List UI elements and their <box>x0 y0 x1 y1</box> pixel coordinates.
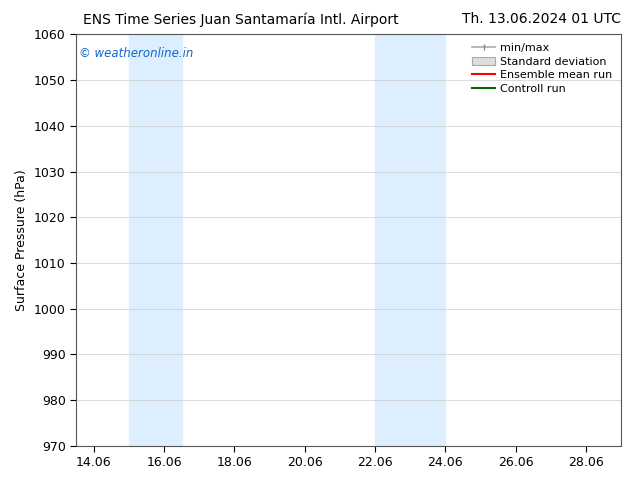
Text: ENS Time Series Juan Santamaría Intl. Airport: ENS Time Series Juan Santamaría Intl. Ai… <box>83 12 399 27</box>
Legend: min/max, Standard deviation, Ensemble mean run, Controll run: min/max, Standard deviation, Ensemble me… <box>469 40 616 97</box>
Y-axis label: Surface Pressure (hPa): Surface Pressure (hPa) <box>15 169 29 311</box>
Text: Th. 13.06.2024 01 UTC: Th. 13.06.2024 01 UTC <box>462 12 621 26</box>
Bar <box>375 34 446 446</box>
Text: © weatheronline.in: © weatheronline.in <box>79 47 193 60</box>
Bar <box>129 34 181 446</box>
